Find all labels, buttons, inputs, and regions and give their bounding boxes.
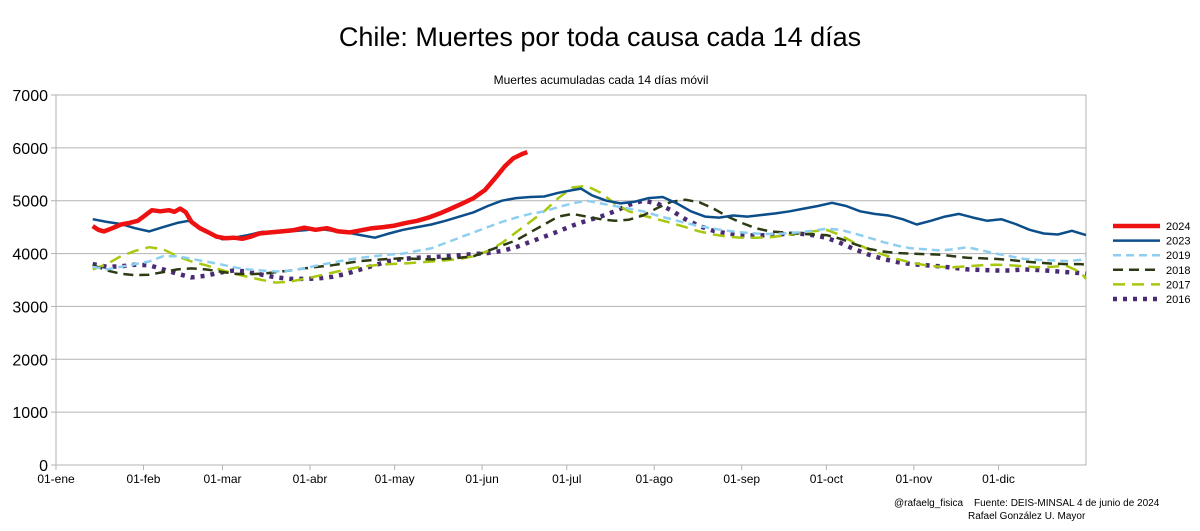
- x-tick-label: 01-may: [375, 472, 415, 486]
- x-tick-label: 01-mar: [203, 472, 241, 486]
- x-tick-label: 01-nov: [896, 472, 933, 486]
- gridlines: [56, 94, 1086, 413]
- plot-area: [55, 94, 1087, 466]
- y-tick-label: 7000: [12, 88, 48, 105]
- series-group: [91, 149, 1087, 284]
- y-tick-label: 2000: [12, 352, 48, 369]
- legend-label-2023: 2023: [1166, 236, 1190, 248]
- y-tick-label: 1000: [12, 405, 48, 422]
- x-tick-label: 01-feb: [126, 472, 160, 486]
- legend-label-2017: 2017: [1166, 279, 1190, 291]
- x-tick-label: 01-abr: [293, 472, 328, 486]
- series-line-2024: [91, 149, 529, 242]
- x-tick-label: 01-dic: [982, 472, 1015, 486]
- legend-label-2016: 2016: [1166, 294, 1190, 306]
- legend-label-2019: 2019: [1166, 250, 1190, 262]
- x-tick-label: 01-jun: [465, 472, 498, 486]
- x-tick-label: 01-ene: [37, 472, 75, 486]
- series-line-2018: [92, 198, 1087, 277]
- footer-author: Rafael González U. Mayor: [968, 511, 1086, 522]
- footer-handle: @rafaelg_fisica: [894, 498, 964, 509]
- x-tick-label: 01-sep: [723, 472, 760, 486]
- footer-source: Fuente: DEIS-MINSAL 4 de junio de 2024: [974, 498, 1160, 509]
- y-tick-label: 4000: [12, 247, 48, 264]
- y-tick-label: 3000: [12, 299, 48, 316]
- y-axis-ticks: 0 1000 2000 3000 4000 5000 6000 7000: [12, 88, 56, 475]
- series-line-2017: [92, 184, 1087, 284]
- series-line-2019: [92, 199, 1087, 273]
- chart-subtitle: Muertes acumuladas cada 14 días móvil: [494, 73, 709, 87]
- y-tick-label: 6000: [12, 141, 48, 158]
- legend-label-2024: 2024: [1166, 221, 1190, 233]
- legend: 2024 2023 2019 2018 2017 2016: [1113, 221, 1190, 306]
- legend-label-2018: 2018: [1166, 265, 1190, 277]
- y-tick-label: 5000: [12, 194, 48, 211]
- x-tick-label: 01-ago: [636, 472, 674, 486]
- x-tick-label: 01-oct: [810, 472, 844, 486]
- x-axis-ticks: 01-ene 01-feb 01-mar 01-abr 01-may 01-jun 01-j…: [37, 465, 1015, 486]
- chart-title: Chile: Muertes por toda causa cada 14 dí…: [338, 22, 862, 52]
- y-tick-label: 0: [39, 458, 48, 475]
- x-tick-label: 01-jul: [552, 472, 581, 486]
